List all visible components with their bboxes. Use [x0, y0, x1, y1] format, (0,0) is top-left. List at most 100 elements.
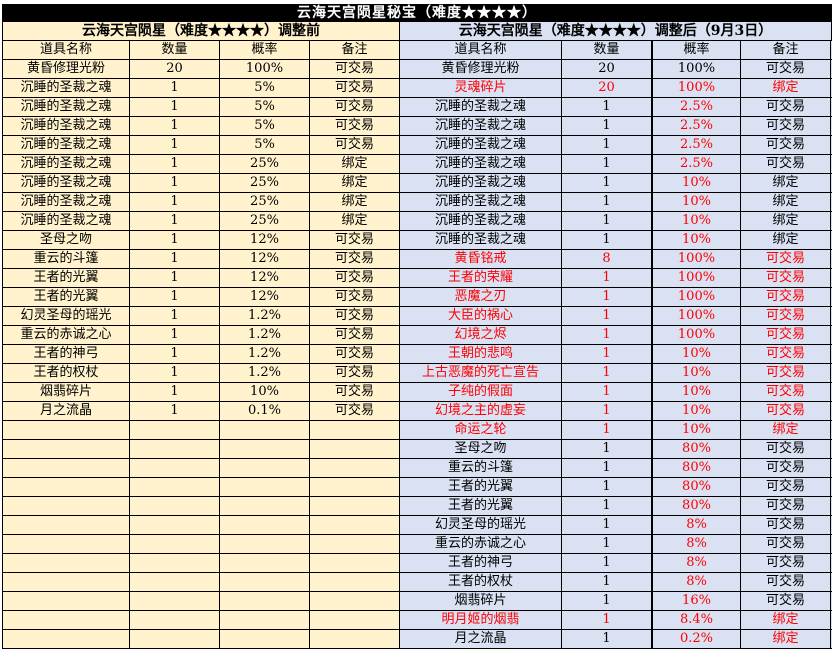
- before-probability-cell[interactable]: 25%: [220, 212, 310, 230]
- before-item-name-cell[interactable]: 沉睡的圣裁之魂: [2, 193, 130, 211]
- before-empty-note-cell[interactable]: [310, 592, 400, 610]
- before-note-cell[interactable]: 可交易: [310, 98, 400, 116]
- before-empty-note-cell[interactable]: [310, 630, 400, 648]
- before-quantity-cell[interactable]: 1: [130, 269, 220, 287]
- before-empty-item-name-cell[interactable]: [2, 573, 130, 591]
- after-item-name-cell[interactable]: 月之流晶: [400, 630, 562, 648]
- before-note-cell[interactable]: 可交易: [310, 250, 400, 268]
- before-empty-note-cell[interactable]: [310, 497, 400, 515]
- before-header-item-name-cell[interactable]: 道具名称: [2, 41, 130, 59]
- before-item-name-cell[interactable]: 王者的权杖: [2, 364, 130, 382]
- before-note-cell[interactable]: 可交易: [310, 231, 400, 249]
- before-item-name-cell[interactable]: 沉睡的圣裁之魂: [2, 117, 130, 135]
- after-quantity-cell[interactable]: 1: [562, 611, 652, 629]
- after-quantity-cell[interactable]: 20: [562, 60, 652, 78]
- after-note-cell[interactable]: 可交易: [741, 554, 831, 572]
- after-probability-cell[interactable]: 100%: [652, 60, 741, 78]
- after-probability-cell[interactable]: 10%: [652, 231, 741, 249]
- before-probability-cell[interactable]: 5%: [220, 98, 310, 116]
- after-item-name-cell[interactable]: 沉睡的圣裁之魂: [400, 117, 562, 135]
- after-quantity-cell[interactable]: 1: [562, 231, 652, 249]
- before-item-name-cell[interactable]: 沉睡的圣裁之魂: [2, 174, 130, 192]
- before-probability-cell[interactable]: 25%: [220, 155, 310, 173]
- after-quantity-cell[interactable]: 1: [562, 269, 652, 287]
- after-item-name-cell[interactable]: 幻境之主的虚妄: [400, 402, 562, 420]
- before-empty-item-name-cell[interactable]: [2, 440, 130, 458]
- after-probability-cell[interactable]: 0.2%: [652, 630, 741, 648]
- before-empty-quantity-cell[interactable]: [130, 440, 220, 458]
- after-quantity-cell[interactable]: 1: [562, 364, 652, 382]
- after-probability-cell[interactable]: 8.4%: [652, 611, 741, 629]
- after-probability-cell[interactable]: 10%: [652, 402, 741, 420]
- before-quantity-cell[interactable]: 1: [130, 174, 220, 192]
- before-header-probability-cell[interactable]: 概率: [220, 41, 310, 59]
- after-probability-cell[interactable]: 10%: [652, 345, 741, 363]
- after-quantity-cell[interactable]: 1: [562, 174, 652, 192]
- after-note-cell[interactable]: 绑定: [741, 174, 831, 192]
- after-item-name-cell[interactable]: 王者的光翼: [400, 497, 562, 515]
- before-item-name-cell[interactable]: 圣母之吻: [2, 231, 130, 249]
- after-probability-cell[interactable]: 10%: [652, 383, 741, 401]
- after-probability-cell[interactable]: 2.5%: [652, 136, 741, 154]
- after-probability-cell[interactable]: 10%: [652, 212, 741, 230]
- after-note-cell[interactable]: 可交易: [741, 383, 831, 401]
- after-note-cell[interactable]: 可交易: [741, 573, 831, 591]
- before-quantity-cell[interactable]: 1: [130, 250, 220, 268]
- after-quantity-cell[interactable]: 1: [562, 402, 652, 420]
- after-probability-cell[interactable]: 10%: [652, 364, 741, 382]
- after-item-name-cell[interactable]: 沉睡的圣裁之魂: [400, 174, 562, 192]
- before-empty-probability-cell[interactable]: [220, 592, 310, 610]
- before-item-name-cell[interactable]: 沉睡的圣裁之魂: [2, 98, 130, 116]
- after-note-cell[interactable]: 可交易: [741, 402, 831, 420]
- after-probability-cell[interactable]: 2.5%: [652, 98, 741, 116]
- before-item-name-cell[interactable]: 王者的光翼: [2, 269, 130, 287]
- before-empty-item-name-cell[interactable]: [2, 497, 130, 515]
- before-empty-quantity-cell[interactable]: [130, 421, 220, 439]
- after-header-probability-cell[interactable]: 概率: [652, 41, 741, 59]
- after-probability-cell[interactable]: 80%: [652, 497, 741, 515]
- after-item-name-cell[interactable]: 上古恶魔的死亡宣告: [400, 364, 562, 382]
- before-quantity-cell[interactable]: 1: [130, 231, 220, 249]
- before-empty-note-cell[interactable]: [310, 573, 400, 591]
- before-empty-probability-cell[interactable]: [220, 573, 310, 591]
- before-note-cell[interactable]: 可交易: [310, 136, 400, 154]
- before-empty-probability-cell[interactable]: [220, 554, 310, 572]
- after-item-name-cell[interactable]: 沉睡的圣裁之魂: [400, 212, 562, 230]
- after-note-cell[interactable]: 可交易: [741, 440, 831, 458]
- before-empty-item-name-cell[interactable]: [2, 592, 130, 610]
- after-note-cell[interactable]: 可交易: [741, 459, 831, 477]
- after-note-cell[interactable]: 可交易: [741, 516, 831, 534]
- after-note-cell[interactable]: 可交易: [741, 592, 831, 610]
- before-empty-quantity-cell[interactable]: [130, 630, 220, 648]
- after-item-name-cell[interactable]: 黄昏修理光粉: [400, 60, 562, 78]
- after-quantity-cell[interactable]: 1: [562, 573, 652, 591]
- before-note-cell[interactable]: 可交易: [310, 383, 400, 401]
- before-probability-cell[interactable]: 1.2%: [220, 345, 310, 363]
- after-quantity-cell[interactable]: 1: [562, 497, 652, 515]
- before-header-quantity-cell[interactable]: 数量: [130, 41, 220, 59]
- after-note-cell[interactable]: 绑定: [741, 421, 831, 439]
- after-note-cell[interactable]: 可交易: [741, 155, 831, 173]
- before-empty-note-cell[interactable]: [310, 611, 400, 629]
- before-subtitle[interactable]: 云海天宫陨星（难度★★★★）调整前: [2, 22, 400, 41]
- before-empty-quantity-cell[interactable]: [130, 497, 220, 515]
- before-item-name-cell[interactable]: 重云的赤诚之心: [2, 326, 130, 344]
- after-item-name-cell[interactable]: 重云的斗篷: [400, 459, 562, 477]
- before-empty-quantity-cell[interactable]: [130, 478, 220, 496]
- after-quantity-cell[interactable]: 1: [562, 516, 652, 534]
- before-empty-probability-cell[interactable]: [220, 516, 310, 534]
- before-empty-probability-cell[interactable]: [220, 440, 310, 458]
- before-empty-probability-cell[interactable]: [220, 497, 310, 515]
- before-empty-quantity-cell[interactable]: [130, 573, 220, 591]
- after-quantity-cell[interactable]: 20: [562, 79, 652, 97]
- after-probability-cell[interactable]: 2.5%: [652, 155, 741, 173]
- before-empty-probability-cell[interactable]: [220, 611, 310, 629]
- after-quantity-cell[interactable]: 1: [562, 98, 652, 116]
- before-quantity-cell[interactable]: 1: [130, 402, 220, 420]
- after-quantity-cell[interactable]: 1: [562, 345, 652, 363]
- after-note-cell[interactable]: 可交易: [741, 60, 831, 78]
- after-probability-cell[interactable]: 16%: [652, 592, 741, 610]
- before-note-cell[interactable]: 绑定: [310, 193, 400, 211]
- before-note-cell[interactable]: 可交易: [310, 60, 400, 78]
- after-probability-cell[interactable]: 2.5%: [652, 117, 741, 135]
